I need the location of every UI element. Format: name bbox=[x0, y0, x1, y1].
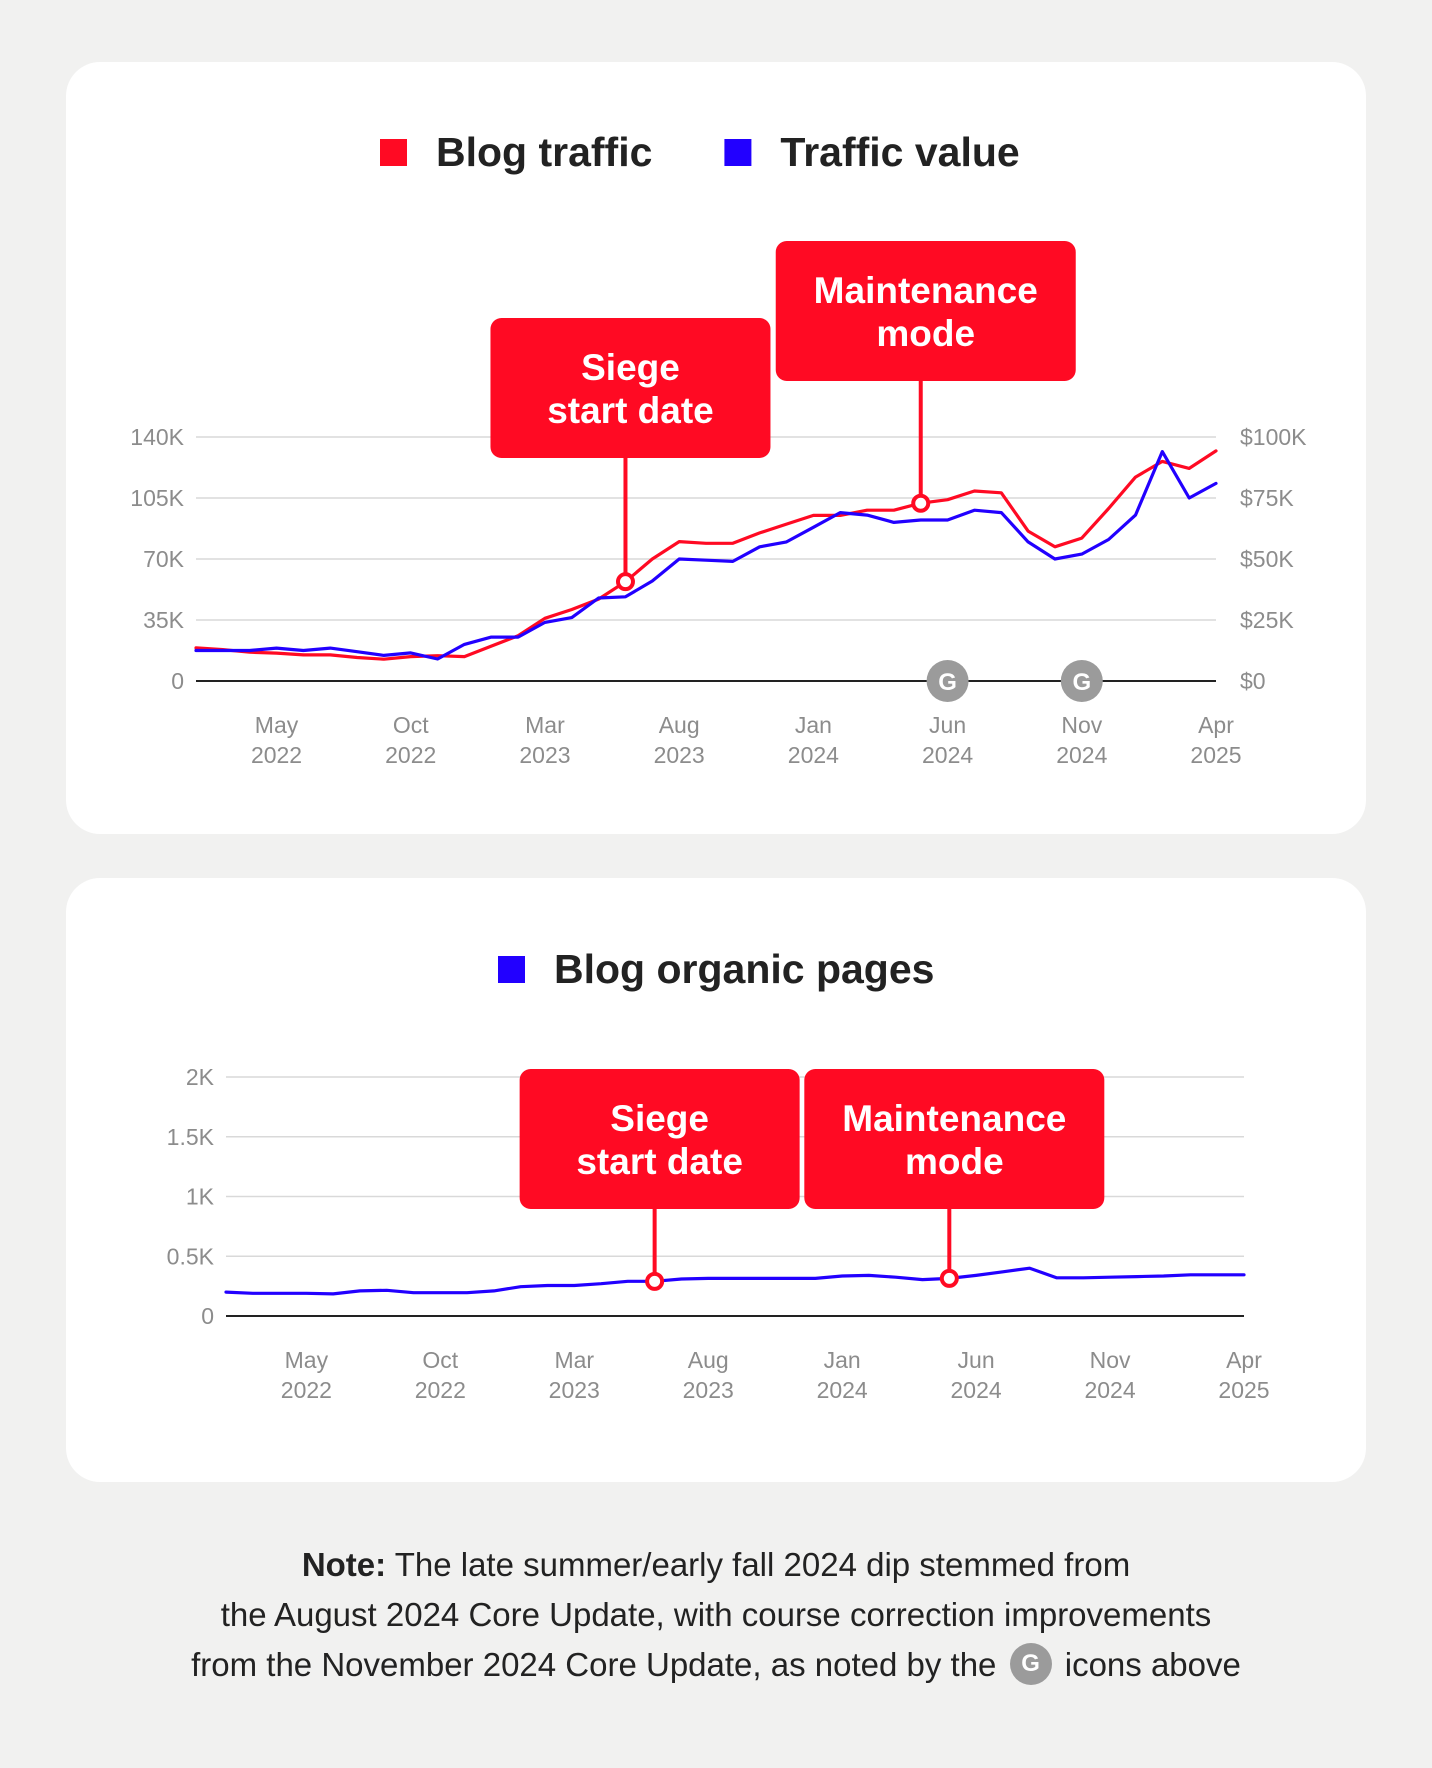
note-text: Note: The late summer/early fall 2024 di… bbox=[0, 1540, 1432, 1690]
note-line-2: the August 2024 Core Update, with course… bbox=[220, 1596, 1212, 1633]
annotation-label: mode bbox=[876, 313, 975, 354]
legend: Blog organic pages bbox=[498, 946, 934, 992]
series-line-traffic-value bbox=[194, 450, 1218, 661]
x-tick-label: Nov bbox=[1061, 712, 1102, 738]
x-tick-label: Nov bbox=[1090, 1347, 1131, 1373]
x-tick-label: Mar bbox=[554, 1347, 594, 1373]
organic-pages-chart: Blog organic pages 0 0.5K 1K 1.5K 2K May 2022 Oc… bbox=[167, 946, 1270, 1403]
annotation-box bbox=[775, 241, 1076, 381]
x-tick-label: 2024 bbox=[1056, 742, 1107, 768]
x-tick-label: Mar bbox=[525, 712, 565, 738]
legend-label: Blog organic pages bbox=[554, 946, 934, 992]
x-tick-label: 2023 bbox=[549, 1377, 600, 1403]
annotation-label: Maintenance bbox=[814, 270, 1038, 311]
google-update-icon: G bbox=[1009, 1643, 1052, 1686]
x-tick-label: Jun bbox=[929, 712, 966, 738]
annotation-label: Maintenance bbox=[842, 1098, 1066, 1139]
x-tick-label: 2024 bbox=[1084, 1377, 1135, 1403]
x-tick-label: Aug bbox=[688, 1347, 729, 1373]
annotation-marker bbox=[939, 1268, 959, 1288]
legend-swatch bbox=[498, 956, 525, 983]
annotation-label: start date bbox=[576, 1141, 743, 1182]
annotation-box bbox=[490, 318, 771, 458]
legend-label: Blog traffic bbox=[436, 129, 652, 175]
annotation-box bbox=[519, 1069, 800, 1209]
x-tick-label: 2022 bbox=[251, 742, 302, 768]
x-tick-label: 2023 bbox=[683, 1377, 734, 1403]
x-tick-label: 2024 bbox=[951, 1377, 1002, 1403]
note-bold-label: Note: bbox=[301, 1546, 387, 1583]
x-tick-label: Apr bbox=[1226, 1347, 1262, 1373]
x-tick-label: Jun bbox=[958, 1347, 995, 1373]
y-tick-label: 1.5K bbox=[167, 1124, 215, 1150]
note-line-3-end: icons above bbox=[1064, 1646, 1241, 1683]
annotation-label: mode bbox=[905, 1141, 1004, 1182]
y-right-tick-label: $100K bbox=[1240, 424, 1307, 450]
x-tick-label: Apr bbox=[1198, 712, 1234, 738]
google-update-icon-label: G bbox=[1072, 669, 1091, 696]
legend-swatch bbox=[380, 139, 407, 166]
series-line-blog-traffic bbox=[194, 449, 1218, 661]
google-update-icon-label: G bbox=[938, 669, 957, 696]
x-tick-label: Jan bbox=[795, 712, 832, 738]
organic-pages-chart-card: Blog organic pages 0 0.5K 1K 1.5K 2K May 2022 Oc… bbox=[66, 878, 1366, 1482]
y-tick-label: 0 bbox=[201, 1303, 214, 1329]
y-tick-label: 105K bbox=[130, 485, 184, 511]
legend-swatch bbox=[724, 139, 752, 166]
google-update-icon bbox=[926, 660, 969, 702]
annotation-box bbox=[804, 1069, 1105, 1209]
y-tick-label: 140K bbox=[130, 424, 184, 450]
y-right-tick-label: $50K bbox=[1240, 546, 1294, 572]
y-right-tick-label: $25K bbox=[1240, 607, 1294, 633]
y-tick-label: 2K bbox=[186, 1064, 215, 1090]
y-tick-label: 35K bbox=[143, 607, 185, 633]
x-tick-label: May bbox=[285, 1347, 329, 1373]
x-tick-label: 2022 bbox=[281, 1377, 332, 1403]
x-tick-label: 2024 bbox=[817, 1377, 868, 1403]
series-line-blog-organic-pages bbox=[224, 1266, 1246, 1296]
legend-label: Traffic value bbox=[780, 129, 1019, 175]
legend: Blog traffic Traffic value bbox=[380, 129, 1020, 175]
x-tick-label: Jan bbox=[824, 1347, 861, 1373]
annotation-label: Siege bbox=[610, 1098, 709, 1139]
x-tick-label: 2024 bbox=[788, 742, 839, 768]
annotation-label: Siege bbox=[581, 347, 680, 388]
x-tick-label: 2025 bbox=[1218, 1377, 1269, 1403]
note-line-1: The late summer/early fall 2024 dip stem… bbox=[394, 1546, 1131, 1583]
x-tick-label: 2023 bbox=[654, 742, 705, 768]
y-tick-label: 0 bbox=[171, 668, 184, 694]
y-tick-label: 1K bbox=[186, 1184, 215, 1210]
y-right-tick-label: $0 bbox=[1240, 668, 1266, 694]
y-tick-label: 0.5K bbox=[167, 1243, 215, 1269]
annotation-marker bbox=[911, 493, 931, 513]
note-line-3: from the November 2024 Core Update, as n… bbox=[191, 1646, 997, 1683]
x-tick-label: Oct bbox=[393, 712, 429, 738]
x-tick-label: 2024 bbox=[922, 742, 973, 768]
y-right-tick-label: $75K bbox=[1240, 485, 1294, 511]
annotation-label: start date bbox=[547, 390, 714, 431]
traffic-chart: Blog traffic Traffic value 0 35K 70K 105K 140K… bbox=[130, 129, 1307, 768]
x-tick-label: Oct bbox=[422, 1347, 458, 1373]
x-tick-label: 2022 bbox=[385, 742, 436, 768]
x-tick-label: Aug bbox=[659, 712, 700, 738]
annotation-marker bbox=[615, 572, 635, 592]
x-tick-label: 2023 bbox=[519, 742, 570, 768]
x-tick-label: May bbox=[255, 712, 299, 738]
google-update-icon bbox=[1060, 660, 1103, 702]
traffic-chart-card: Blog traffic Traffic value 0 35K 70K 105K 140K… bbox=[66, 62, 1366, 834]
x-tick-label: 2025 bbox=[1190, 742, 1241, 768]
y-tick-label: 70K bbox=[143, 546, 185, 572]
annotation-marker bbox=[645, 1271, 665, 1291]
x-tick-label: 2022 bbox=[415, 1377, 466, 1403]
